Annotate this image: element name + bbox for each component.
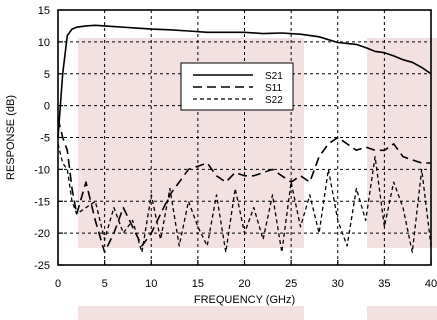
x-tick-label: 25 (285, 278, 297, 290)
y-tick-label: -5 (40, 133, 50, 145)
x-tick-label: 40 (425, 278, 437, 290)
legend-label-s21: S21 (265, 71, 283, 82)
x-tick-label: 20 (238, 278, 250, 290)
y-tick-label: -20 (34, 228, 50, 240)
x-tick-labels: 0 5 10 15 20 25 30 35 40 (55, 278, 437, 290)
x-tick-label: 10 (145, 278, 157, 290)
y-tick-label: 5 (44, 69, 50, 81)
series-line-s22 (57, 143, 432, 253)
y-tick-label: -15 (34, 196, 50, 208)
series-line-s21 (57, 24, 432, 138)
x-tick-label: 35 (378, 278, 390, 290)
shaded-band-bottom (367, 306, 437, 320)
series-line-s11 (57, 118, 431, 254)
y-tick-label: 0 (44, 101, 50, 113)
y-tick-label: 10 (38, 37, 50, 49)
y-tick-label: 15 (38, 5, 50, 17)
shaded-band-bottom (78, 306, 304, 320)
x-axis-title: FREQUENCY (GHz) (194, 294, 295, 306)
series-layer (57, 24, 432, 254)
y-axis-title: RESPONSE (dB) (5, 95, 17, 180)
y-tick-label: -25 (34, 260, 50, 272)
x-tick-label: 0 (55, 278, 61, 290)
x-tick-label: 30 (332, 278, 344, 290)
legend-label-s11: S11 (265, 83, 282, 94)
legend-label-s22: S22 (265, 95, 283, 106)
x-tick-label: 15 (192, 278, 204, 290)
y-tick-labels: -25 -20 -15 -10 -5 0 5 10 15 (34, 5, 50, 272)
x-tick-label: 5 (102, 278, 108, 290)
shaded-band (367, 38, 437, 248)
y-tick-label: -10 (34, 164, 50, 176)
tick-marks (57, 9, 432, 266)
